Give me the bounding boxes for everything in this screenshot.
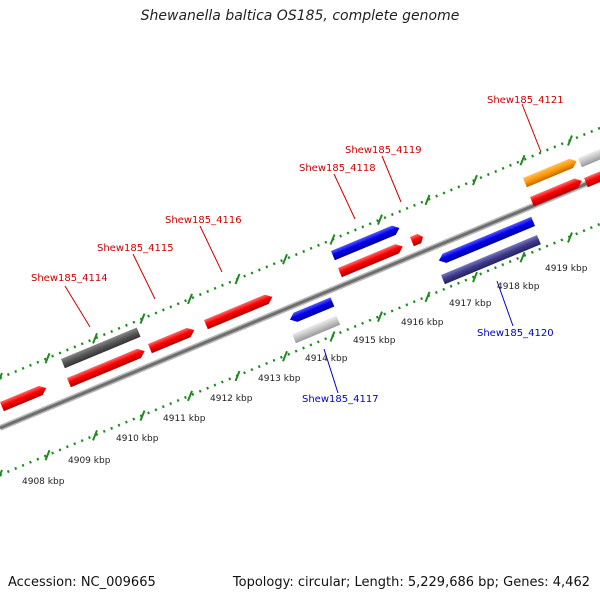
gene-arrow-4117[interactable] xyxy=(288,297,335,324)
gene-arrow-4118[interactable] xyxy=(331,223,401,261)
major-tick xyxy=(139,410,146,421)
gene-label-4121[interactable]: Shew185_4121 xyxy=(487,95,564,106)
major-tick xyxy=(472,271,478,283)
major-ticks xyxy=(0,135,573,478)
leader-4120 xyxy=(496,280,514,327)
major-tick xyxy=(472,174,478,186)
tick-label-4913: 4913 kbp xyxy=(258,374,301,384)
gene-label-4118[interactable]: Shew185_4118 xyxy=(299,163,376,174)
tick-label-4917: 4917 kbp xyxy=(449,299,492,309)
tick-label-4910: 4910 kbp xyxy=(116,434,159,444)
major-tick xyxy=(92,430,98,441)
gene-labels: Shew185_4114 Shew185_4115 Shew185_4116 S… xyxy=(31,95,564,405)
gene-features xyxy=(0,142,600,412)
gene-arrow-4121[interactable] xyxy=(530,176,584,207)
tick-label-4916: 4916 kbp xyxy=(401,318,444,328)
scale-labels: 4908 kbp 4909 kbp 4910 kbp 4911 kbp 4912… xyxy=(22,264,588,487)
gene-label-4114[interactable]: Shew185_4114 xyxy=(31,273,108,284)
leader-4118 xyxy=(333,173,356,220)
gene-arrow-4119[interactable] xyxy=(410,232,425,247)
leader-4114 xyxy=(64,285,91,328)
gene-leaders xyxy=(64,103,542,394)
major-tick xyxy=(92,333,98,344)
tick-label-4918: 4918 kbp xyxy=(497,282,540,292)
major-tick xyxy=(377,311,383,323)
major-tick xyxy=(329,331,336,342)
gene-arrow-4120[interactable] xyxy=(437,216,536,265)
genome-backbone-core xyxy=(0,176,600,430)
gene-arrow-4114[interactable] xyxy=(67,346,147,388)
leader-4116 xyxy=(199,225,223,273)
major-tick xyxy=(234,370,241,382)
map-title: Shewanella baltica OS185, complete genom… xyxy=(140,8,460,24)
major-tick xyxy=(139,313,146,324)
major-tick xyxy=(567,232,573,243)
gene-label-4117[interactable]: Shew185_4117 xyxy=(302,394,379,405)
major-tick xyxy=(424,291,431,303)
gene-arrow-4115[interactable] xyxy=(148,326,196,354)
major-tick xyxy=(187,390,193,402)
major-tick xyxy=(234,273,241,285)
leader-4117 xyxy=(323,348,339,394)
major-tick xyxy=(329,234,336,245)
major-tick xyxy=(377,214,383,226)
major-tick xyxy=(519,154,526,166)
gene-arrow-4117-light[interactable] xyxy=(292,315,341,344)
gene-label-4119[interactable]: Shew185_4119 xyxy=(345,145,422,156)
tick-label-4909: 4909 kbp xyxy=(68,456,111,466)
leader-4121 xyxy=(521,103,542,153)
leader-4115 xyxy=(132,253,156,300)
gene-arrow-4114-pseudo[interactable] xyxy=(61,327,141,369)
genome-summary-text: Topology: circular; Length: 5,229,686 bp… xyxy=(232,575,590,590)
major-tick xyxy=(44,352,51,364)
gene-label-4115[interactable]: Shew185_4115 xyxy=(97,243,174,254)
major-tick xyxy=(44,449,51,461)
tick-label-4908: 4908 kbp xyxy=(22,477,65,487)
tick-label-4912: 4912 kbp xyxy=(210,394,253,404)
accession-text: Accession: NC_009665 xyxy=(8,575,156,590)
major-tick xyxy=(519,251,526,263)
major-tick xyxy=(0,469,3,478)
major-tick xyxy=(282,253,288,265)
tick-label-4915: 4915 kbp xyxy=(353,336,396,346)
gene-arrow-4122-light[interactable] xyxy=(578,142,600,168)
gene-arrow-4120-purple[interactable] xyxy=(441,235,541,285)
tick-label-4919: 4919 kbp xyxy=(545,264,588,274)
gene-arrow-4116[interactable] xyxy=(204,292,274,330)
major-tick xyxy=(187,293,193,305)
gene-arrow-4121-orange[interactable] xyxy=(523,156,579,188)
gene-arrow-4113[interactable] xyxy=(0,384,48,412)
tick-label-4914: 4914 kbp xyxy=(305,354,348,364)
major-tick xyxy=(282,350,288,362)
major-tick xyxy=(424,194,431,206)
gene-label-4116[interactable]: Shew185_4116 xyxy=(165,215,242,226)
tick-label-4911: 4911 kbp xyxy=(163,414,206,424)
gene-label-4120[interactable]: Shew185_4120 xyxy=(477,328,554,339)
major-tick xyxy=(567,135,573,146)
gene-arrow-4118-red[interactable] xyxy=(338,242,405,278)
leader-4119 xyxy=(381,155,402,203)
major-tick xyxy=(0,372,3,381)
gene-arrow-4122[interactable] xyxy=(584,162,600,188)
